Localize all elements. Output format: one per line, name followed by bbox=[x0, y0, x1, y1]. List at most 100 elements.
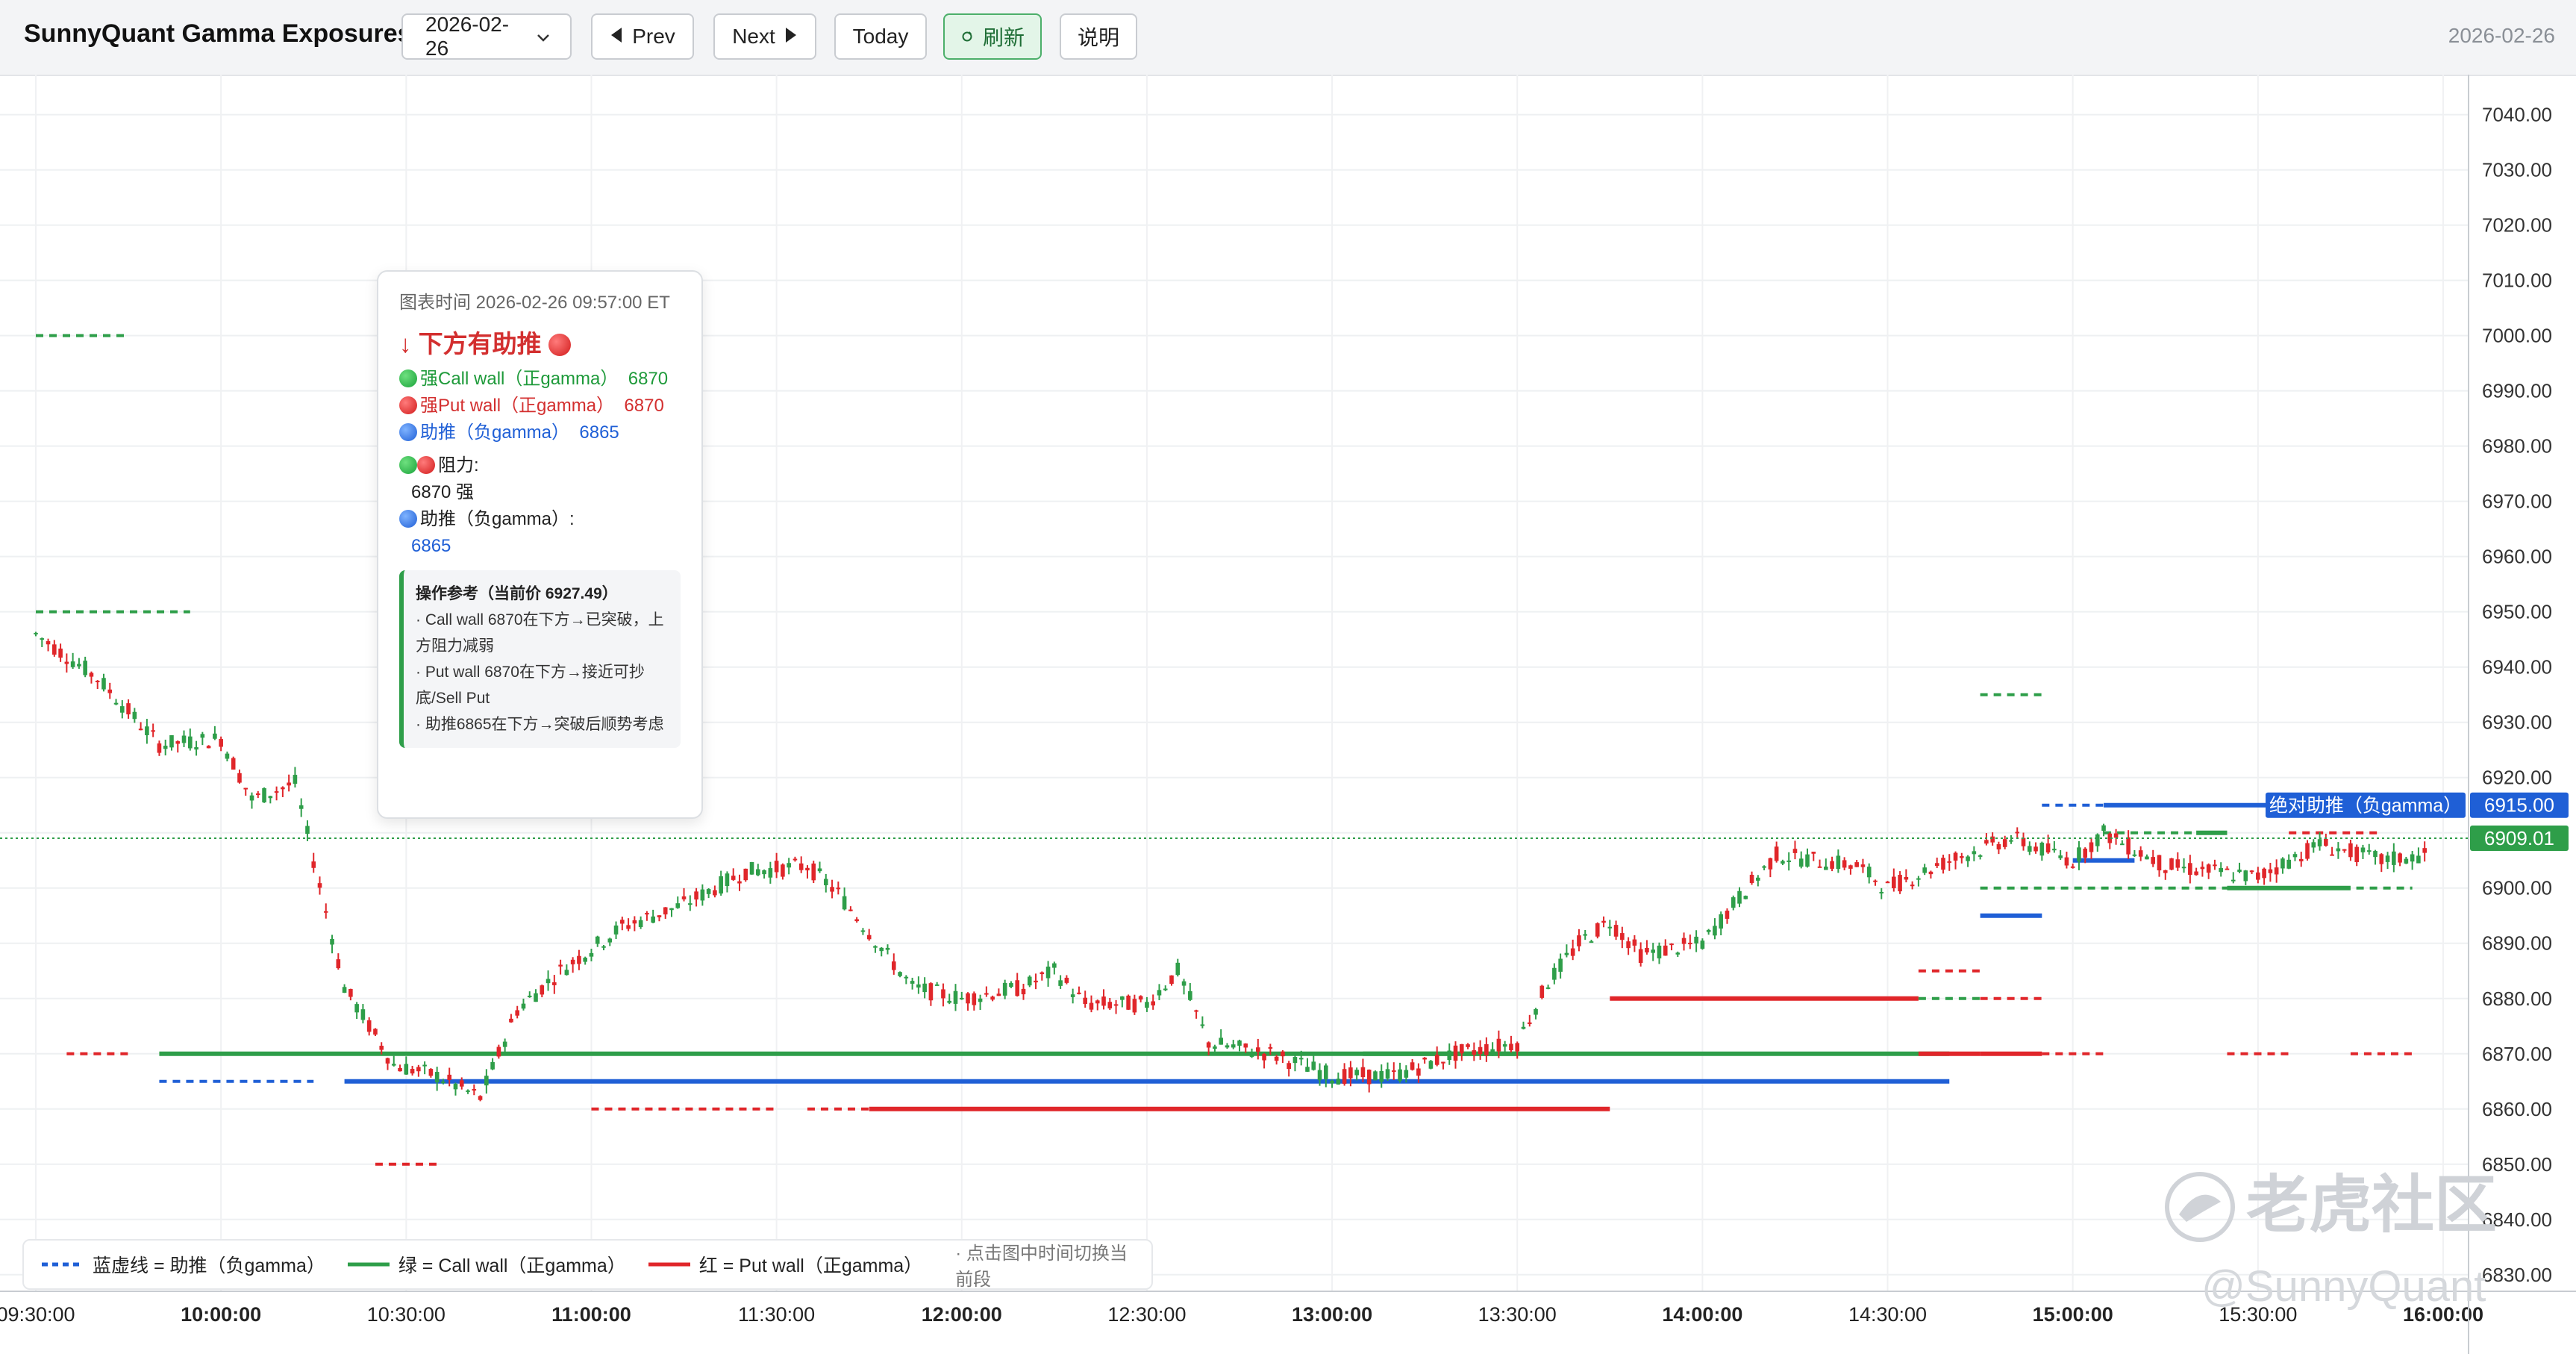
candle-body bbox=[2225, 868, 2230, 870]
candle-body bbox=[1725, 911, 1730, 919]
candle-body bbox=[1169, 975, 1174, 985]
candle-body bbox=[1681, 937, 1686, 944]
candle-body bbox=[1447, 1050, 1452, 1061]
candle-body bbox=[1657, 945, 1662, 958]
candle-body bbox=[713, 890, 717, 896]
candle-body bbox=[2052, 849, 2057, 851]
candle-body bbox=[317, 883, 322, 888]
tooltip-put-wall: 强Put wall（正gamma） 6870 bbox=[399, 393, 681, 419]
y-tick-label: 6840.00 bbox=[2482, 1208, 2552, 1231]
help-button[interactable]: 说明 bbox=[1060, 13, 1137, 60]
candle-body bbox=[1651, 949, 1656, 953]
candle-body bbox=[1527, 1022, 1532, 1024]
tooltip-boost: 助推（负gamma） 6865 bbox=[399, 419, 681, 446]
candle-body bbox=[120, 706, 125, 713]
candle-body bbox=[40, 638, 45, 640]
prev-button[interactable]: Prev bbox=[591, 13, 694, 60]
candle-body bbox=[1385, 1069, 1390, 1079]
candle-body bbox=[2230, 879, 2236, 882]
candle-body bbox=[1570, 948, 1575, 956]
candle-body bbox=[545, 979, 551, 984]
refresh-button[interactable]: 刷新 bbox=[943, 13, 1042, 60]
candle-body bbox=[1947, 861, 1952, 863]
x-tick-label: 09:30:00 bbox=[0, 1303, 75, 1326]
candle-body bbox=[768, 868, 773, 878]
candle-body bbox=[558, 964, 563, 967]
candle-body bbox=[645, 913, 649, 915]
candle-body bbox=[798, 863, 804, 870]
candle-body bbox=[323, 911, 328, 913]
candle-body bbox=[681, 896, 687, 899]
candle-body bbox=[1620, 933, 1625, 940]
candle-body bbox=[1885, 882, 1890, 884]
candle-body bbox=[1762, 866, 1766, 868]
candle-body bbox=[1502, 1044, 1507, 1047]
candle-body bbox=[1706, 929, 1711, 932]
candle-body bbox=[638, 920, 643, 927]
candle-body bbox=[793, 858, 798, 861]
date-select[interactable]: 2026-02-26 bbox=[401, 13, 572, 60]
candle-body bbox=[934, 984, 940, 986]
legend-call-wall: 绿 = Call wall（正gamma） bbox=[347, 1251, 626, 1278]
candle-body bbox=[663, 907, 668, 915]
candle-body bbox=[1034, 980, 1038, 983]
candle-body bbox=[2237, 870, 2242, 873]
candle-body bbox=[589, 952, 594, 957]
candle-body bbox=[607, 938, 613, 943]
candle-body bbox=[1713, 926, 1717, 936]
candle-body bbox=[58, 648, 63, 658]
candle-body bbox=[1398, 1069, 1402, 1082]
candle-body bbox=[1811, 852, 1816, 854]
level-price-label: 6915.00 bbox=[2484, 794, 2554, 817]
boost-section-label: 助推（负gamma）: bbox=[420, 509, 575, 529]
candle-body bbox=[200, 734, 205, 738]
candle-body bbox=[854, 919, 859, 922]
tooltip-time: 图表时间 2026-02-26 09:57:00 ET bbox=[399, 293, 670, 313]
tooltip-boost-section: 助推（负gamma）: bbox=[399, 506, 681, 533]
candle-body bbox=[1113, 1004, 1119, 1006]
candle-body bbox=[231, 758, 236, 770]
candle-body bbox=[2311, 842, 2316, 848]
blue-dashed-line-icon bbox=[42, 1262, 84, 1267]
candle-body bbox=[187, 736, 193, 749]
candle-body bbox=[2348, 843, 2353, 858]
candle-body bbox=[1070, 994, 1075, 997]
candle-body bbox=[34, 632, 38, 634]
candle-body bbox=[601, 946, 606, 948]
legend-boost: 蓝虚线 = 助推（负gamma） bbox=[42, 1251, 325, 1278]
candle-body bbox=[2249, 870, 2254, 873]
y-tick-label: 6940.00 bbox=[2482, 656, 2552, 678]
candle-body bbox=[293, 775, 298, 784]
candle-body bbox=[1737, 890, 1742, 904]
candle-body bbox=[743, 868, 748, 881]
candle-body bbox=[1552, 967, 1557, 980]
candle-body bbox=[688, 903, 693, 905]
ops-reference-box: 操作参考（当前价 6927.49） · Call wall 6870在下方→已突… bbox=[399, 570, 681, 748]
candle-body bbox=[1577, 935, 1581, 946]
candle-body bbox=[1163, 988, 1168, 990]
next-button[interactable]: Next bbox=[713, 13, 816, 60]
candle-body bbox=[2416, 855, 2421, 864]
candle-body bbox=[484, 1076, 489, 1086]
y-tick-label: 6830.00 bbox=[2482, 1264, 2552, 1286]
candle-body bbox=[1342, 1069, 1347, 1085]
candle-body bbox=[1842, 860, 1847, 868]
candle-body bbox=[157, 743, 162, 753]
legend-put-wall: 红 = Put wall（正gamma） bbox=[648, 1251, 922, 1278]
y-tick-label: 6880.00 bbox=[2482, 988, 2552, 1010]
candle-body bbox=[373, 1029, 378, 1035]
candle-body bbox=[719, 876, 723, 894]
y-tick-label: 6890.00 bbox=[2482, 932, 2552, 955]
candle-body bbox=[89, 673, 94, 677]
tooltip-call-wall: 强Call wall（正gamma） 6870 bbox=[399, 366, 681, 393]
candle-body bbox=[1583, 934, 1588, 936]
candle-body bbox=[2083, 848, 2088, 858]
today-button[interactable]: Today bbox=[834, 13, 927, 60]
date-select-value: 2026-02-26 bbox=[425, 13, 510, 60]
candle-body bbox=[219, 739, 223, 747]
candle-body bbox=[1311, 1061, 1316, 1070]
candle-body bbox=[1688, 943, 1692, 945]
candle-body bbox=[1225, 1045, 1230, 1048]
x-tick-label: 15:30:00 bbox=[2219, 1303, 2297, 1326]
candle-body bbox=[1645, 947, 1649, 952]
